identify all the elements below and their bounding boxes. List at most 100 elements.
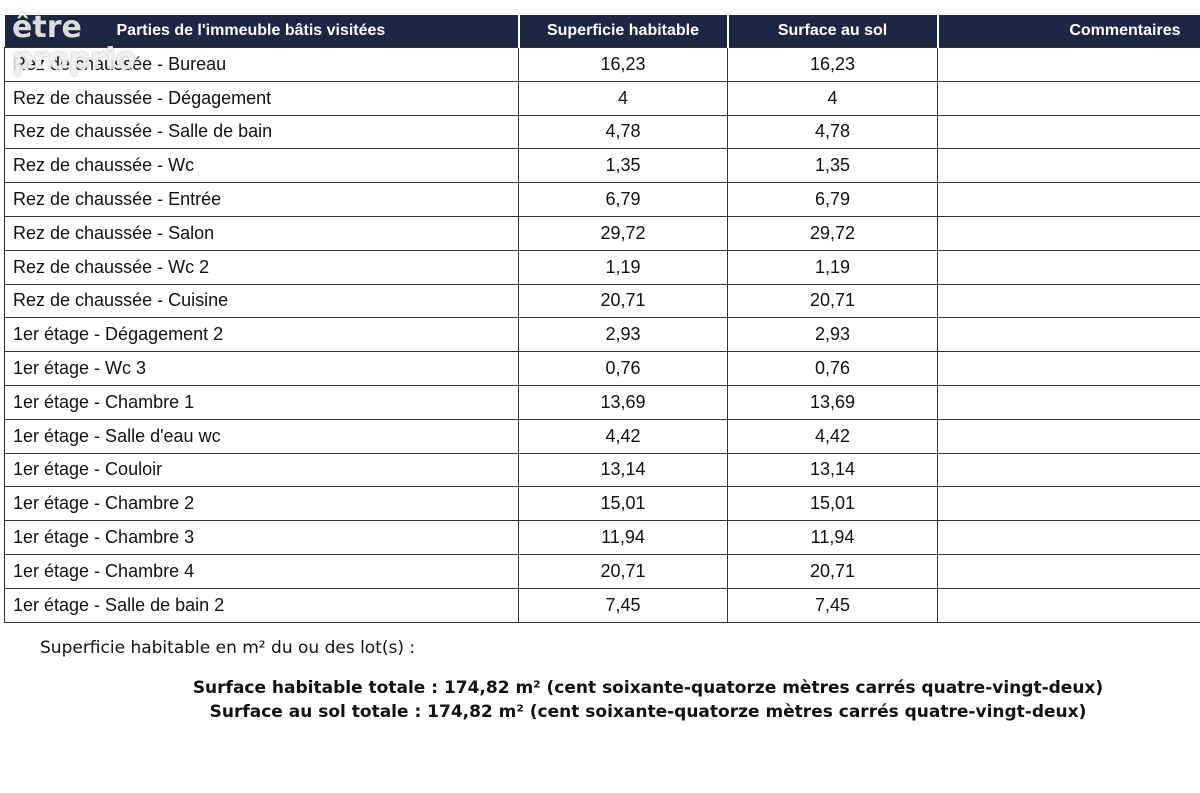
area-cell: 20,71 (727, 283, 938, 319)
table-row: Rez de chaussée - Wc 2 1,19 1,19 (4, 249, 1200, 285)
table-row: Rez de chaussée - Entrée 6,79 6,79 (4, 182, 1200, 217)
table-row: Rez de chaussée - Dégagement 4 4 (4, 80, 1200, 116)
room-cell: Rez de chaussée - Entrée (4, 182, 519, 217)
area-cell: 15,01 (518, 486, 728, 522)
area-cell: 1,19 (518, 249, 728, 285)
area-cell: 13,69 (727, 384, 938, 420)
table-row: Rez de chaussée - Salle de bain 4,78 4,78 (4, 114, 1200, 150)
area-cell: 4 (727, 80, 938, 116)
table-row: 1er étage - Salle d'eau wc 4,42 4,42 (4, 418, 1200, 454)
area-cell: 7,45 (518, 587, 728, 623)
table-row: 1er étage - Chambre 1 13,69 13,69 (4, 384, 1200, 420)
room-cell: 1er étage - Chambre 4 (4, 553, 519, 589)
area-cell: 2,93 (518, 317, 728, 353)
area-cell: 29,72 (727, 215, 938, 251)
watermark: être proprio (12, 12, 136, 76)
table-row: 1er étage - Chambre 2 15,01 15,01 (4, 486, 1200, 522)
header-cell: Parties de l'immeuble bâtis visitées (4, 15, 520, 48)
header-cell: Superficie habitable (518, 15, 729, 48)
area-cell: 20,71 (518, 553, 728, 589)
area-cell: 1,35 (727, 148, 938, 184)
comment-cell (937, 249, 1200, 285)
comment-cell (937, 182, 1200, 217)
comment-cell (937, 384, 1200, 420)
table-row: 1er étage - Dégagement 2 2,93 2,93 (4, 317, 1200, 353)
area-cell: 29,72 (518, 215, 728, 251)
area-cell: 13,14 (518, 452, 728, 488)
area-cell: 11,94 (727, 520, 938, 555)
table-row: 1er étage - Chambre 3 11,94 11,94 (4, 520, 1200, 555)
area-cell: 4,78 (518, 114, 728, 150)
area-cell: 16,23 (518, 47, 728, 82)
table-row: 1er étage - Wc 3 0,76 0,76 (4, 351, 1200, 386)
comment-cell (937, 47, 1200, 82)
header-cell: Commentaires (937, 15, 1200, 48)
area-cell: 1,35 (518, 148, 728, 184)
room-cell: 1er étage - Chambre 1 (4, 384, 519, 420)
comment-cell (937, 587, 1200, 623)
area-cell: 20,71 (727, 553, 938, 589)
area-cell: 4,78 (727, 114, 938, 150)
area-cell: 1,19 (727, 249, 938, 285)
watermark-text: être (12, 10, 82, 45)
room-cell: 1er étage - Chambre 2 (4, 486, 519, 522)
area-cell: 20,71 (518, 283, 728, 319)
room-cell: 1er étage - Wc 3 (4, 351, 519, 386)
room-cell: Rez de chaussée - Dégagement (4, 80, 519, 116)
area-cell: 2,93 (727, 317, 938, 353)
comment-cell (937, 215, 1200, 251)
watermark-text: proprio (12, 42, 137, 77)
room-cell: Rez de chaussée - Cuisine (4, 283, 519, 319)
room-cell: 1er étage - Salle de bain 2 (4, 587, 519, 623)
room-cell: 1er étage - Chambre 3 (4, 520, 519, 555)
area-cell: 15,01 (727, 486, 938, 522)
area-cell: 13,69 (518, 384, 728, 420)
table-row: Rez de chaussée - Salon 29,72 29,72 (4, 215, 1200, 251)
area-cell: 4 (518, 80, 728, 116)
area-cell: 6,79 (518, 182, 728, 217)
area-cell: 4,42 (727, 418, 938, 454)
room-cell: 1er étage - Couloir (4, 452, 519, 488)
area-cell: 7,45 (727, 587, 938, 623)
area-cell: 4,42 (518, 418, 728, 454)
table-row: 1er étage - Salle de bain 2 7,45 7,45 (4, 587, 1200, 623)
table-row: 1er étage - Couloir 13,14 13,14 (4, 452, 1200, 488)
room-cell: Rez de chaussée - Wc 2 (4, 249, 519, 285)
room-cell: Rez de chaussée - Salon (4, 215, 519, 251)
comment-cell (937, 418, 1200, 454)
table-row: Rez de chaussée - Bureau 16,23 16,23 (4, 47, 1200, 82)
room-cell: 1er étage - Dégagement 2 (4, 317, 519, 353)
total-sol: Surface au sol totale : 174,82 m² (cent … (209, 702, 1087, 722)
comment-cell (937, 80, 1200, 116)
header-cell: Surface au sol (727, 15, 939, 48)
note: Superficie habitable en m² du ou des lot… (40, 638, 416, 658)
area-cell: 0,76 (727, 351, 938, 386)
area-cell: 11,94 (518, 520, 728, 555)
header-row: Parties de l'immeuble bâtis visitées Supe… (4, 15, 1200, 48)
comment-cell (937, 283, 1200, 319)
comment-cell (937, 452, 1200, 488)
room-cell: 1er étage - Salle d'eau wc (4, 418, 519, 454)
room-cell: Rez de chaussée - Salle de bain (4, 114, 519, 150)
area-cell: 6,79 (727, 182, 938, 217)
comment-cell (937, 520, 1200, 555)
comment-cell (937, 553, 1200, 589)
table-row: Rez de chaussée - Cuisine 20,71 20,71 (4, 283, 1200, 319)
area-cell: 13,14 (727, 452, 938, 488)
comment-cell (937, 351, 1200, 386)
comment-cell (937, 148, 1200, 184)
comment-cell (937, 486, 1200, 522)
comment-cell (937, 317, 1200, 353)
table-row: Rez de chaussée - Wc 1,35 1,35 (4, 148, 1200, 184)
surface-table: Parties de l'immeuble bâtis visitées Supe… (4, 15, 1200, 623)
total-habitable: Surface habitable totale : 174,82 m² (ce… (192, 678, 1104, 698)
table-row: 1er étage - Chambre 4 20,71 20,71 (4, 553, 1200, 589)
comment-cell (937, 114, 1200, 150)
room-cell: Rez de chaussée - Wc (4, 148, 519, 184)
area-cell: 16,23 (727, 47, 938, 82)
table-body: Rez de chaussée - Bureau 16,23 16,23 Rez de… (4, 47, 1200, 623)
room-cell: Rez de chaussée - Bureau (4, 47, 519, 82)
area-cell: 0,76 (518, 351, 728, 386)
